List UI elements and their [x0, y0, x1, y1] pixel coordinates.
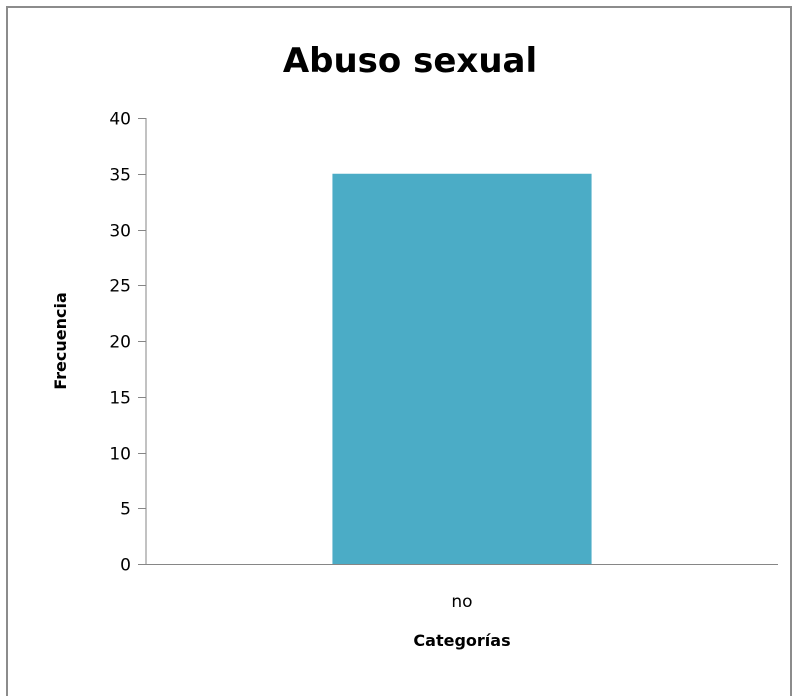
y-tick-label: 30: [109, 222, 131, 242]
x-tick-label: no: [451, 592, 472, 612]
y-tick-label: 20: [109, 333, 131, 353]
y-axis: 0 5 10 15 20 25 30 35 40: [109, 110, 147, 576]
y-tick-label: 35: [109, 166, 131, 186]
chart-title: Abuso sexual: [283, 41, 537, 81]
x-axis: no: [146, 564, 778, 612]
bars: [332, 173, 592, 564]
y-tick-label: 10: [109, 445, 131, 465]
bar-no: [332, 173, 592, 564]
y-tick-label: 15: [109, 389, 131, 409]
y-tick-label: 40: [109, 110, 131, 130]
y-axis-title: Frecuencia: [51, 292, 70, 390]
x-axis-title: Categorías: [413, 631, 510, 650]
y-tick-label: 25: [109, 277, 131, 297]
y-tick-label: 0: [120, 556, 131, 576]
y-tick-label: 5: [120, 500, 131, 520]
